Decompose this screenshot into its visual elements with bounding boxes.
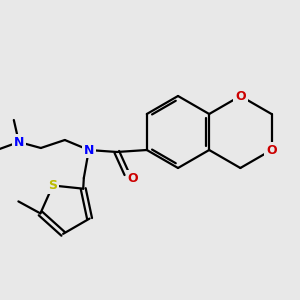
Text: S: S: [48, 179, 57, 192]
Text: N: N: [14, 136, 24, 148]
Text: N: N: [84, 143, 94, 157]
Text: O: O: [128, 172, 138, 184]
Text: O: O: [235, 89, 246, 103]
Text: O: O: [266, 143, 277, 157]
